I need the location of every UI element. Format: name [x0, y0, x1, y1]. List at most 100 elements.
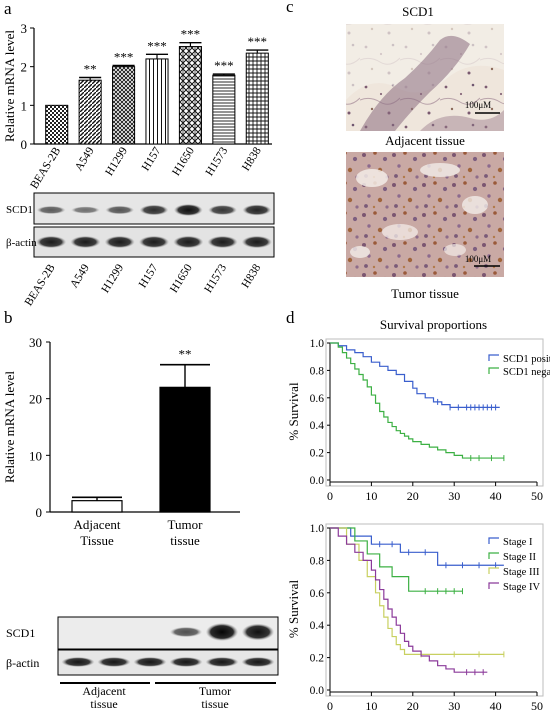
a-significance: *** — [114, 50, 134, 65]
chart-d2-legend-label: Stage III — [503, 567, 540, 578]
chart-d2-y-tick-label: 0.2 — [310, 653, 325, 665]
b-category-label-line2: Tissue — [80, 533, 114, 548]
a-significance: *** — [147, 38, 167, 53]
blot-a-lane-label: BEAS-2B — [23, 262, 58, 308]
blot-b-group-tumor-line2: tissue — [201, 697, 228, 711]
a-bar — [78, 79, 102, 145]
chart-d2-series-line — [330, 527, 463, 592]
blot-b-group-adjacent-line1: Adjacent — [82, 684, 126, 698]
chart-d2-legend-swatch — [488, 567, 499, 574]
histology-tumor-image — [346, 152, 504, 277]
b-y-tick-label: 30 — [29, 335, 42, 350]
chart-d2-series-line — [330, 527, 504, 655]
b-category-label-line1: Tumor — [168, 517, 204, 532]
histology-scale-top: 100μM — [465, 100, 491, 110]
blot-b-actin-band — [133, 657, 167, 667]
a-y-tick-label: 1 — [21, 98, 28, 113]
b-bar — [71, 500, 123, 513]
b-y-tick-label: 10 — [29, 448, 42, 463]
a-category-label: BEAS-2B — [28, 145, 63, 191]
blot-a-lane-label: A549 — [68, 262, 92, 290]
blot-a-actin-band — [138, 235, 170, 249]
blot-a-lane-label: H838 — [240, 262, 264, 290]
chart-d2-x-tick-label: 40 — [490, 699, 502, 712]
chart-d1-legend-swatch — [488, 367, 499, 374]
blot-a-actin-band — [70, 235, 101, 249]
b-y-tick-label: 20 — [29, 392, 42, 407]
a-significance: ** — [84, 61, 97, 76]
blot-a-scd1-band — [105, 205, 135, 215]
chart-d2-legend-label: Stage I — [503, 537, 533, 548]
chart-b-mrna-tissue: 0 10 20 30 Relative mRNA level AdjacentTissue… — [2, 335, 240, 548]
chart-d1-legend-swatch — [488, 354, 499, 361]
chart-d2-legend-swatch — [488, 582, 499, 589]
chart-d1-plot-frame — [325, 338, 544, 487]
b-significance: ** — [179, 347, 192, 362]
chart-d2-x-tick-label: 20 — [407, 699, 419, 712]
chart-d1-y-tick-label: 0.0 — [310, 475, 325, 487]
chart-d2-x-tick-label: 30 — [448, 699, 460, 712]
a-category-label: H838 — [240, 145, 264, 173]
chart-d1-x-tick-label: 0 — [327, 489, 333, 503]
chart-d1-x-tick-label: 20 — [407, 489, 419, 503]
chart-d1-y-tick-label: 0.4 — [310, 420, 325, 432]
chart-d1-series-line — [330, 342, 500, 408]
a-bar — [112, 66, 136, 145]
chart-d1-x-tick-label: 50 — [531, 489, 543, 503]
chart-d1-title: Survival proportions — [380, 317, 487, 332]
chart-d2-x-tick-label: 0 — [327, 699, 333, 712]
chart-d1-series-line — [330, 342, 504, 459]
chart-d2-y-tick-label: 0.0 — [310, 685, 325, 697]
blot-a-scd1-band — [173, 204, 203, 216]
blot-b-actin-band — [241, 657, 275, 667]
chart-d2-y-axis-label: % Survival — [286, 580, 301, 639]
histology-caption-adjacent: Adjacent tissue — [385, 133, 465, 148]
blot-a-row-actin: β-actin — [6, 237, 37, 249]
blot-a-lane-label: H1573 — [202, 262, 229, 295]
chart-d2-y-tick-label: 0.6 — [310, 588, 325, 600]
chart-d1-y-tick-label: 1.0 — [310, 338, 325, 350]
b-category-label-line1: Adjacent — [74, 517, 121, 532]
blot-a-scd1-band — [36, 205, 66, 215]
chart-d2-legend-swatch — [488, 537, 499, 544]
blot-a-scd1-band — [242, 204, 272, 216]
panel-label-b: b — [4, 308, 13, 327]
chart-d2-legend-label: Stage II — [503, 552, 536, 563]
a-y-tick-label: 2 — [21, 60, 28, 75]
blot-a-lane-label: H1299 — [99, 262, 126, 295]
panel-label-d: d — [286, 308, 295, 327]
a-y-tick-label: 3 — [21, 21, 28, 36]
blot-b-scd1-band — [205, 623, 239, 641]
histology-caption-tumor: Tumor tissue — [391, 286, 459, 301]
a-y-tick-label: 0 — [21, 137, 28, 152]
blot-b-actin-membrane — [57, 649, 279, 676]
panel-label-c: c — [286, 0, 294, 16]
blot-b-scd1-band — [241, 623, 275, 641]
chart-d-survival-scd1: 0.0 0.2 0.4 0.6 0.8 1.0 0 10 20 30 40 50 % Survival S… — [286, 317, 550, 503]
a-category-label: A549 — [73, 145, 97, 173]
chart-d2-legend-label: Stage IV — [503, 582, 540, 593]
blot-b-row-scd1: SCD1 — [6, 626, 35, 640]
a-significance: *** — [214, 58, 234, 73]
histology-panel: SCD1 100μM Adjacent tissue 100μM Tumor t… — [346, 4, 504, 301]
a-bar — [145, 58, 169, 145]
histology-adjacent-image — [346, 24, 504, 132]
chart-d1-legend-label: SCD1 positive — [503, 354, 550, 365]
chart-d1-x-tick-label: 10 — [365, 489, 377, 503]
chart-d2-x-tick-label: 10 — [365, 699, 377, 712]
chart-d1-x-tick-label: 30 — [448, 489, 460, 503]
blot-b-scd1-membrane — [57, 616, 279, 650]
a-bar — [45, 104, 69, 145]
blot-a-actin-band — [36, 235, 67, 249]
histology-scale-bottom: 100μM — [465, 254, 491, 264]
blot-a-lane-label: H1650 — [168, 262, 195, 295]
b-bar — [159, 386, 211, 513]
blot-b-actin-band — [97, 657, 131, 667]
blot-a-actin-band — [104, 235, 135, 249]
blot-b-scd1-band — [169, 626, 203, 638]
b-y-tick-label: 0 — [36, 505, 43, 520]
blot-a-scd1-band — [71, 206, 100, 214]
chart-d2-series-line — [330, 527, 504, 566]
